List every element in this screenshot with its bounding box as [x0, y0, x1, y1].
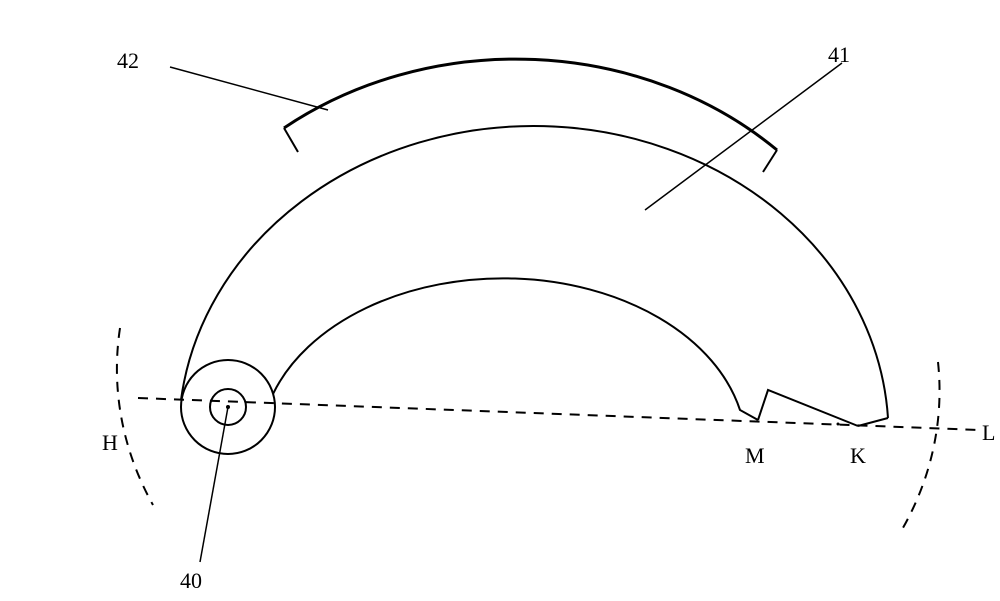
shoe-inner-arc: [273, 278, 758, 420]
dash-arc-left: [117, 328, 153, 505]
label-point-M: M: [745, 443, 765, 469]
shoe-notch: [758, 390, 858, 426]
diagram-svg: [0, 0, 1000, 601]
label-ref-40: 40: [180, 568, 202, 594]
dash-arc-right: [900, 362, 940, 533]
leader-42: [170, 67, 328, 110]
pad-upper-arc: [284, 59, 777, 150]
leader-41: [645, 63, 842, 210]
label-point-L: L: [982, 420, 995, 446]
pad-left-end: [284, 128, 298, 152]
label-ref-42: 42: [117, 48, 139, 74]
label-point-K: K: [850, 443, 866, 469]
pad-right-end: [763, 150, 777, 172]
label-ref-41: 41: [828, 42, 850, 68]
label-point-H: H: [102, 430, 118, 456]
leader-40: [200, 407, 228, 562]
dot-near-k: [837, 423, 840, 426]
shoe-outer-arc: [181, 126, 888, 418]
